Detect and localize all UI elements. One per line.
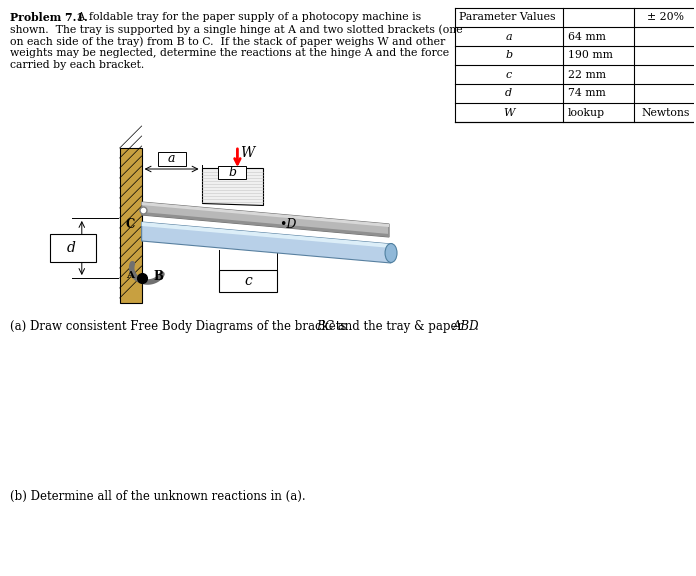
Text: shown.  The tray is supported by a single hinge at A and two slotted brackets (o: shown. The tray is supported by a single… <box>10 24 463 35</box>
Polygon shape <box>142 222 391 248</box>
Text: 64 mm: 64 mm <box>568 32 606 41</box>
Text: •D: •D <box>279 218 296 230</box>
Text: c: c <box>505 70 512 79</box>
Text: C: C <box>125 218 134 231</box>
Text: 190 mm: 190 mm <box>568 51 612 60</box>
Polygon shape <box>202 168 263 205</box>
Text: (b) Determine all of the unknown reactions in (a).: (b) Determine all of the unknown reactio… <box>10 490 306 503</box>
Text: a: a <box>505 32 512 41</box>
Bar <box>50 234 96 262</box>
Text: a: a <box>168 153 175 165</box>
Text: on each side of the tray) from B to C.  If the stack of paper weighs W and other: on each side of the tray) from B to C. I… <box>10 36 445 47</box>
Text: carried by each bracket.: carried by each bracket. <box>10 60 144 70</box>
Text: lookup: lookup <box>568 108 605 118</box>
Text: d: d <box>505 89 512 98</box>
Text: .: . <box>475 320 479 333</box>
Bar <box>219 270 277 292</box>
Polygon shape <box>142 212 389 237</box>
Text: ABD: ABD <box>453 320 480 333</box>
Text: Parameter Values: Parameter Values <box>459 13 555 22</box>
Text: b: b <box>505 51 512 60</box>
Text: A foldable tray for the paper supply of a photocopy machine is: A foldable tray for the paper supply of … <box>74 12 421 22</box>
Text: ± 20%: ± 20% <box>647 13 684 22</box>
Text: Newtons: Newtons <box>641 108 690 118</box>
Text: W: W <box>503 108 514 118</box>
Text: Problem 7.1.: Problem 7.1. <box>10 12 88 23</box>
Text: d: d <box>66 241 75 255</box>
Polygon shape <box>142 222 391 263</box>
Text: c: c <box>244 274 252 288</box>
Text: b: b <box>228 165 237 179</box>
Bar <box>157 152 186 166</box>
Text: BC: BC <box>316 320 334 333</box>
Bar <box>120 148 142 303</box>
Text: (a) Draw consistent Free Body Diagrams of the brackets: (a) Draw consistent Free Body Diagrams o… <box>10 320 350 333</box>
Bar <box>219 166 246 179</box>
Polygon shape <box>142 202 389 237</box>
Ellipse shape <box>385 244 397 263</box>
Text: weights may be neglected, determine the reactions at the hinge A and the force: weights may be neglected, determine the … <box>10 48 449 58</box>
Text: A: A <box>126 271 134 279</box>
Text: and the tray & paper: and the tray & paper <box>334 320 467 333</box>
Polygon shape <box>142 202 389 227</box>
Text: 74 mm: 74 mm <box>568 89 606 98</box>
Text: B: B <box>154 270 164 282</box>
Text: W: W <box>240 146 255 160</box>
Text: 22 mm: 22 mm <box>568 70 606 79</box>
